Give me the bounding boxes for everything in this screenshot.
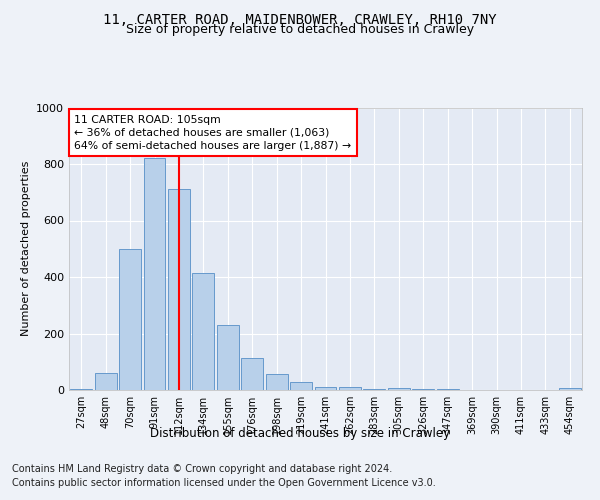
Bar [168,190,190,390]
Bar [388,388,410,390]
Bar [217,325,239,390]
Bar [70,388,92,390]
Bar [364,388,385,390]
Bar [241,358,263,390]
Bar [193,273,214,390]
Text: Contains public sector information licensed under the Open Government Licence v3: Contains public sector information licen… [12,478,436,488]
Bar [119,248,141,390]
Bar [314,386,337,390]
Bar [143,158,166,390]
Text: 11 CARTER ROAD: 105sqm
← 36% of detached houses are smaller (1,063)
64% of semi-: 11 CARTER ROAD: 105sqm ← 36% of detached… [74,114,351,151]
Text: 11, CARTER ROAD, MAIDENBOWER, CRAWLEY, RH10 7NY: 11, CARTER ROAD, MAIDENBOWER, CRAWLEY, R… [103,12,497,26]
Text: Size of property relative to detached houses in Crawley: Size of property relative to detached ho… [126,24,474,36]
Bar [266,374,287,390]
Y-axis label: Number of detached properties: Number of detached properties [20,161,31,336]
Bar [95,373,116,390]
Bar [559,388,581,390]
Bar [339,387,361,390]
Bar [290,382,312,390]
Text: Contains HM Land Registry data © Crown copyright and database right 2024.: Contains HM Land Registry data © Crown c… [12,464,392,474]
Text: Distribution of detached houses by size in Crawley: Distribution of detached houses by size … [150,428,450,440]
